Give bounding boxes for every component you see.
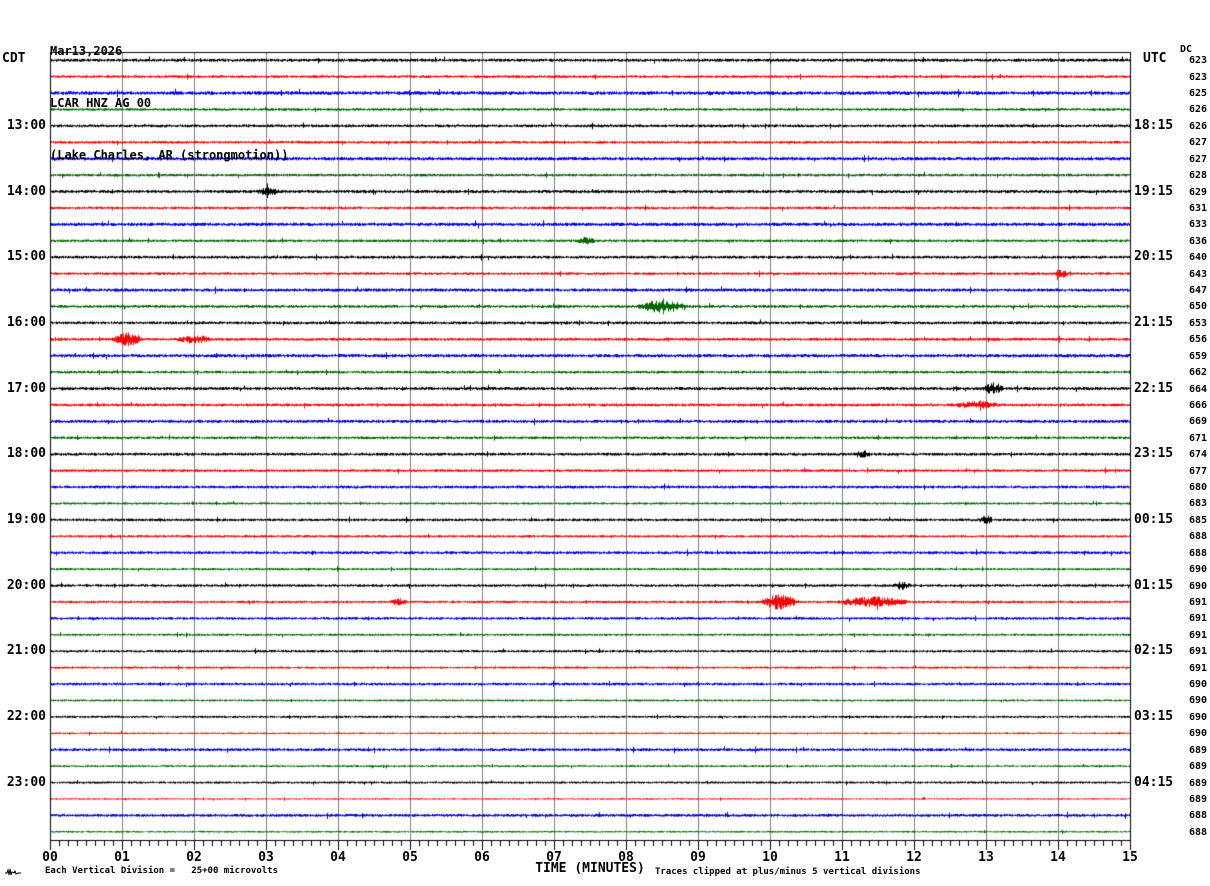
dc-offset-value: 669 bbox=[1188, 416, 1207, 428]
x-tick-label: 02 bbox=[186, 850, 202, 865]
title-location: (Lake Charles, AR (strongmotion)) bbox=[50, 148, 289, 162]
right-hour-label: 18:15 bbox=[1134, 117, 1174, 133]
mini-seismogram-icon bbox=[5, 868, 21, 876]
dc-offset-value: 656 bbox=[1188, 334, 1207, 346]
dc-offset-value: 666 bbox=[1188, 399, 1207, 411]
dc-offset-value: 636 bbox=[1188, 235, 1207, 247]
left-hour-label: 14:00 bbox=[6, 183, 46, 199]
dc-offset-value: 689 bbox=[1188, 793, 1207, 805]
title-date: Mar13,2026 bbox=[50, 44, 123, 58]
dc-offset-value: 662 bbox=[1188, 367, 1207, 379]
dc-offset-value: 690 bbox=[1188, 580, 1207, 592]
right-hour-label: 03:15 bbox=[1134, 708, 1174, 724]
x-tick-label: 01 bbox=[114, 850, 130, 865]
right-hour-label: 22:15 bbox=[1134, 380, 1174, 396]
title-station: LCAR HNZ AG 00 bbox=[50, 96, 152, 110]
right-hour-label: 23:15 bbox=[1134, 446, 1174, 462]
x-tick-label: 11 bbox=[834, 850, 850, 865]
dc-offset-value: 689 bbox=[1188, 777, 1207, 789]
dc-offset-value: 627 bbox=[1188, 153, 1207, 165]
x-tick-label: 05 bbox=[402, 850, 418, 865]
clipping-note: Traces clipped at plus/minus 5 vertical … bbox=[655, 867, 921, 877]
left-hour-label: 16:00 bbox=[6, 314, 46, 330]
dc-offset-value: 691 bbox=[1188, 629, 1207, 641]
dc-offset-value: 623 bbox=[1188, 55, 1207, 67]
left-hour-label: 20:00 bbox=[6, 577, 46, 593]
dc-offset-value: 626 bbox=[1188, 104, 1207, 116]
right-hour-label: 04:15 bbox=[1134, 774, 1174, 790]
dc-offset-value: 629 bbox=[1188, 186, 1207, 198]
dc-column-header: DC bbox=[1180, 44, 1193, 55]
dc-offset-value: 691 bbox=[1188, 646, 1207, 658]
right-hour-label: 00:15 bbox=[1134, 511, 1174, 527]
right-hour-label: 19:15 bbox=[1134, 183, 1174, 199]
left-hour-label: 17:00 bbox=[6, 380, 46, 396]
dc-offset-value: 625 bbox=[1188, 88, 1207, 100]
x-tick-label: 03 bbox=[258, 850, 274, 865]
x-tick-label: 09 bbox=[690, 850, 706, 865]
x-tick-label: 07 bbox=[546, 850, 562, 865]
dc-offset-value: 627 bbox=[1188, 137, 1207, 149]
vertical-division-note: Each Vertical Division = 25+00 microvolt… bbox=[45, 866, 278, 876]
right-timezone-label: UTC bbox=[1143, 51, 1167, 66]
left-hour-label: 13:00 bbox=[6, 117, 46, 133]
dc-offset-value: 664 bbox=[1188, 383, 1207, 395]
x-tick-label: 06 bbox=[474, 850, 490, 865]
x-axis-title: TIME (MINUTES) bbox=[535, 861, 645, 876]
dc-offset-value: 690 bbox=[1188, 695, 1207, 707]
dc-offset-value: 691 bbox=[1188, 596, 1207, 608]
dc-offset-value: 690 bbox=[1188, 564, 1207, 576]
x-tick-label: 14 bbox=[1050, 850, 1066, 865]
left-timezone-label: CDT bbox=[2, 51, 26, 66]
right-hour-label: 21:15 bbox=[1134, 314, 1174, 330]
dc-offset-value: 685 bbox=[1188, 514, 1207, 526]
dc-offset-value: 688 bbox=[1188, 826, 1207, 838]
dc-offset-value: 628 bbox=[1188, 170, 1207, 182]
dc-offset-value: 671 bbox=[1188, 432, 1207, 444]
dc-offset-value: 631 bbox=[1188, 202, 1207, 214]
left-hour-label: 22:00 bbox=[6, 708, 46, 724]
dc-offset-value: 680 bbox=[1188, 482, 1207, 494]
dc-offset-value: 659 bbox=[1188, 350, 1207, 362]
title-block: Mar13,2026 LCAR HNZ AG 00 (Lake Charles,… bbox=[50, 6, 288, 200]
left-hour-label: 23:00 bbox=[6, 774, 46, 790]
dc-offset-value: 691 bbox=[1188, 662, 1207, 674]
right-hour-label: 01:15 bbox=[1134, 577, 1174, 593]
dc-offset-value: 689 bbox=[1188, 744, 1207, 756]
left-hour-label: 15:00 bbox=[6, 249, 46, 265]
right-hour-label: 20:15 bbox=[1134, 249, 1174, 265]
dc-offset-value: 674 bbox=[1188, 449, 1207, 461]
x-tick-label: 15 bbox=[1122, 850, 1138, 865]
dc-offset-value: 640 bbox=[1188, 252, 1207, 264]
left-hour-label: 21:00 bbox=[6, 643, 46, 659]
x-tick-label: 12 bbox=[906, 850, 922, 865]
dc-offset-value: 690 bbox=[1188, 711, 1207, 723]
dc-offset-value: 688 bbox=[1188, 810, 1207, 822]
dc-offset-value: 650 bbox=[1188, 301, 1207, 313]
x-tick-label: 08 bbox=[618, 850, 634, 865]
left-hour-label: 19:00 bbox=[6, 511, 46, 527]
dc-offset-value: 647 bbox=[1188, 285, 1207, 297]
dc-offset-value: 691 bbox=[1188, 613, 1207, 625]
x-tick-label: 10 bbox=[762, 850, 778, 865]
dc-offset-value: 689 bbox=[1188, 761, 1207, 773]
dc-offset-value: 677 bbox=[1188, 465, 1207, 477]
dc-offset-value: 690 bbox=[1188, 679, 1207, 691]
x-tick-label: 00 bbox=[42, 850, 58, 865]
right-hour-label: 02:15 bbox=[1134, 643, 1174, 659]
dc-offset-value: 623 bbox=[1188, 71, 1207, 83]
dc-offset-value: 688 bbox=[1188, 547, 1207, 559]
dc-offset-value: 643 bbox=[1188, 268, 1207, 280]
dc-offset-value: 626 bbox=[1188, 120, 1207, 132]
dc-offset-value: 633 bbox=[1188, 219, 1207, 231]
x-tick-label: 13 bbox=[978, 850, 994, 865]
dc-offset-value: 690 bbox=[1188, 728, 1207, 740]
dc-offset-value: 653 bbox=[1188, 317, 1207, 329]
dc-offset-value: 683 bbox=[1188, 498, 1207, 510]
left-hour-label: 18:00 bbox=[6, 446, 46, 462]
x-tick-label: 04 bbox=[330, 850, 346, 865]
dc-offset-value: 688 bbox=[1188, 531, 1207, 543]
